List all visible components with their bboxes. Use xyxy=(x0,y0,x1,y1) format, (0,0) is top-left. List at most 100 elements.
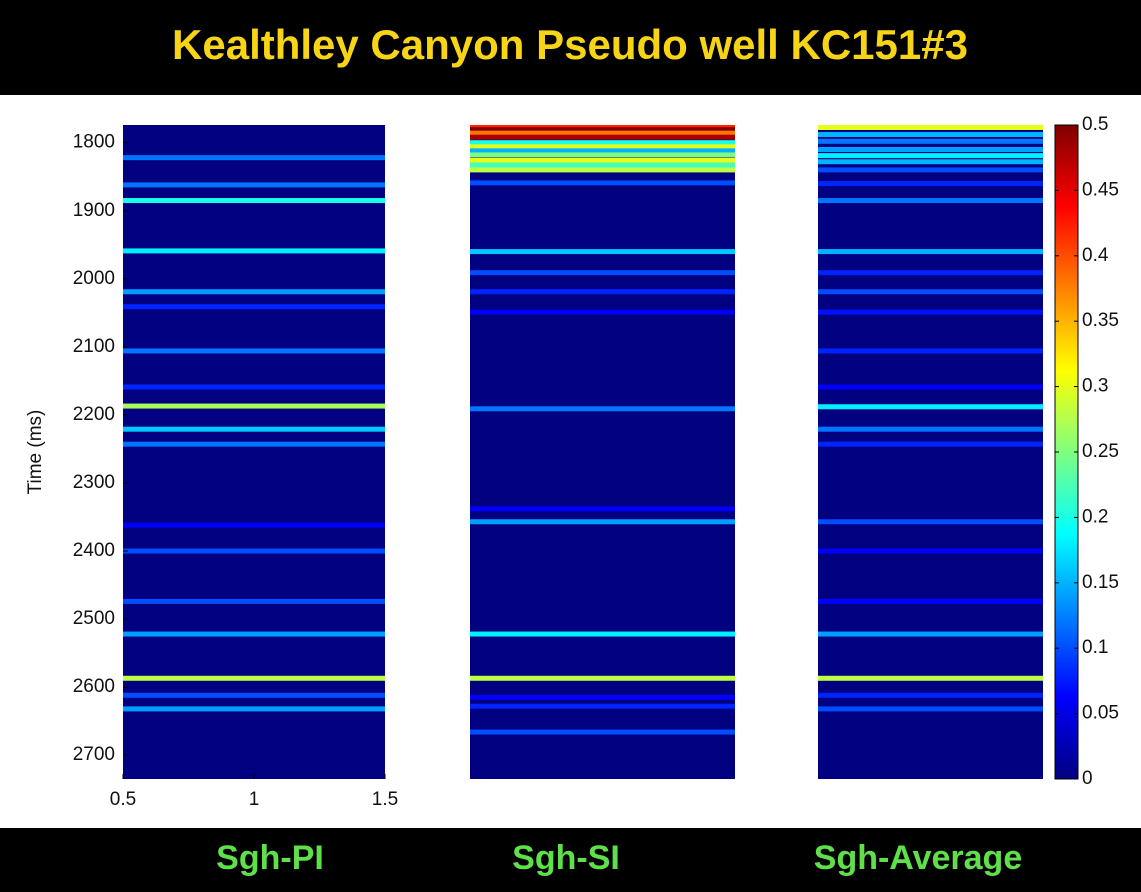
stripe xyxy=(123,522,385,528)
colorbar-tick-label: 0.05 xyxy=(1082,703,1119,724)
stripe xyxy=(470,148,735,154)
stripe xyxy=(470,406,735,412)
stripe xyxy=(470,519,735,525)
stripe xyxy=(123,631,385,637)
x-tick-label: 0.5 xyxy=(110,789,136,810)
panel-background xyxy=(470,125,735,779)
stripe xyxy=(470,127,735,133)
colorbar-tick-label: 0.15 xyxy=(1082,572,1119,593)
stripe xyxy=(818,138,1043,144)
y-tick-label: 2300 xyxy=(73,472,115,493)
colorbar-tick-label: 0.4 xyxy=(1082,245,1109,266)
y-tick-label: 2600 xyxy=(73,676,115,697)
stripe xyxy=(470,140,735,146)
stripe xyxy=(818,309,1043,315)
stripe xyxy=(470,162,735,168)
stripe xyxy=(123,155,385,161)
stripe xyxy=(470,675,735,681)
stripe xyxy=(470,157,735,163)
stripe xyxy=(123,198,385,204)
stripe xyxy=(470,130,735,136)
stripe xyxy=(818,159,1043,165)
stripe xyxy=(818,384,1043,390)
stripe xyxy=(123,304,385,310)
stripe xyxy=(818,153,1043,159)
panel-label: Sgh-Average xyxy=(814,839,1022,877)
x-tick-label: 1 xyxy=(249,789,260,810)
stripe xyxy=(123,403,385,409)
stripe xyxy=(470,152,735,158)
stripe xyxy=(470,134,735,140)
panel-background xyxy=(818,125,1043,779)
stripe xyxy=(123,289,385,295)
colorbar-tick-label: 0.3 xyxy=(1082,376,1108,397)
stripe xyxy=(818,598,1043,604)
stripe xyxy=(470,270,735,276)
stripe xyxy=(818,426,1043,432)
stripe xyxy=(123,384,385,390)
stripe xyxy=(818,675,1043,681)
stripe xyxy=(123,598,385,604)
stripe xyxy=(818,631,1043,637)
stripe xyxy=(818,348,1043,354)
stripe xyxy=(470,309,735,315)
stripe xyxy=(818,249,1043,255)
stripe xyxy=(123,706,385,712)
y-tick-label: 2500 xyxy=(73,608,115,629)
colorbar-tick-label: 0.1 xyxy=(1082,637,1108,658)
colorbar-tick-label: 0.35 xyxy=(1082,310,1119,331)
colorbar-tick-label: 0 xyxy=(1082,768,1093,789)
stripe xyxy=(123,441,385,447)
panel-label: Sgh-PI xyxy=(216,839,324,877)
chart-title: Kealthley Canyon Pseudo well KC151#3 xyxy=(172,21,968,68)
colorbar-tick-label: 0.45 xyxy=(1082,179,1119,200)
stripe xyxy=(470,249,735,255)
stripe xyxy=(470,694,735,700)
colorbar-tick-label: 0.25 xyxy=(1082,441,1119,462)
y-tick-label: 2400 xyxy=(73,540,115,561)
stripe xyxy=(818,404,1043,410)
panel-label: Sgh-SI xyxy=(512,839,620,877)
stripe xyxy=(123,182,385,188)
stripe xyxy=(818,519,1043,525)
stripe xyxy=(818,132,1043,138)
y-tick-label: 1800 xyxy=(73,132,115,153)
stripe xyxy=(123,348,385,354)
colorbar-tick-label: 0.5 xyxy=(1082,114,1108,135)
stripe xyxy=(470,729,735,735)
stripe xyxy=(818,167,1043,173)
stripe xyxy=(818,289,1043,295)
stripe xyxy=(123,548,385,554)
stripe xyxy=(818,441,1043,447)
stripe xyxy=(470,506,735,512)
stripe xyxy=(818,548,1043,554)
title-bar xyxy=(0,0,1141,95)
stripe xyxy=(470,167,735,173)
stripe xyxy=(470,703,735,709)
stripe xyxy=(818,181,1043,187)
stripe xyxy=(123,426,385,432)
x-tick-label: 1.5 xyxy=(372,789,398,810)
stripe xyxy=(818,125,1043,130)
panel-background xyxy=(123,125,385,779)
stripe xyxy=(818,692,1043,698)
stripe xyxy=(818,146,1043,152)
stripe xyxy=(818,198,1043,204)
stripe xyxy=(818,706,1043,712)
y-axis-label: Time (ms) xyxy=(25,410,46,495)
footer-bar xyxy=(0,828,1141,892)
stripe xyxy=(470,631,735,637)
stripe xyxy=(123,675,385,681)
stripe xyxy=(123,692,385,698)
y-tick-label: 2100 xyxy=(73,336,115,357)
colorbar-tick-label: 0.2 xyxy=(1082,506,1108,527)
stripe xyxy=(470,144,735,150)
y-tick-label: 2700 xyxy=(73,744,115,765)
y-tick-label: 2200 xyxy=(73,404,115,425)
stripe xyxy=(470,180,735,186)
stripe xyxy=(123,248,385,254)
stripe xyxy=(470,289,735,295)
y-tick-label: 1900 xyxy=(73,200,115,221)
